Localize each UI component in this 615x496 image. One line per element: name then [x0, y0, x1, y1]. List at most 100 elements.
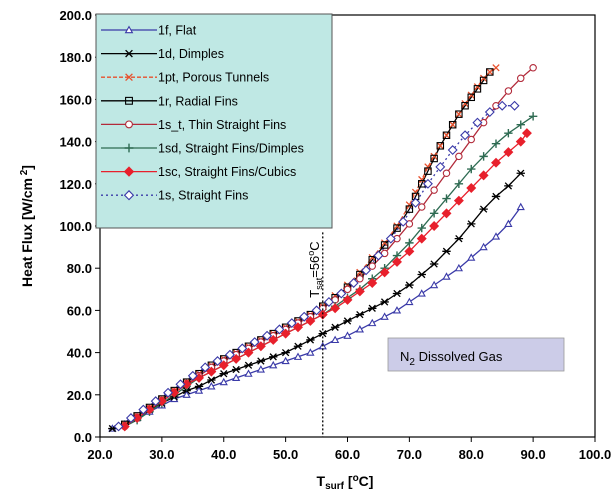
data-point — [380, 241, 389, 249]
ticks: 20.0 30.0 40.0 50.0 60.0 70.0 80.0 90.0 100.0 0.0… — [59, 8, 611, 462]
data-point — [491, 192, 501, 201]
y-tick-label: 180.0 — [59, 50, 92, 65]
data-point — [484, 107, 495, 118]
data-point — [125, 413, 136, 423]
data-point — [455, 110, 463, 118]
data-point — [455, 152, 463, 161]
data-point — [442, 169, 451, 178]
data-point — [113, 421, 124, 432]
data-point — [417, 270, 426, 279]
y-title-sup: 2 — [19, 169, 30, 178]
data-point — [150, 396, 161, 407]
data-point — [380, 298, 389, 306]
data-point — [379, 267, 390, 278]
data-point — [194, 386, 204, 394]
legend-marker — [123, 190, 135, 201]
data-point — [219, 377, 228, 386]
data-point — [442, 272, 451, 280]
legend-item: 1s_t, Thin Straight Fins — [101, 118, 286, 132]
data-point — [405, 220, 414, 228]
data-point — [429, 209, 439, 218]
data-point — [207, 376, 216, 384]
data-point — [212, 356, 223, 367]
data-point — [293, 342, 303, 350]
data-point — [461, 99, 469, 108]
data-point — [473, 85, 482, 93]
data-point — [293, 352, 303, 360]
data-point — [231, 353, 242, 364]
data-point — [467, 220, 476, 228]
gas-label-sub: 2 — [409, 357, 415, 368]
data-point — [249, 337, 260, 348]
x-title-unit: C] — [359, 473, 374, 489]
data-point — [429, 260, 439, 268]
data-point — [454, 179, 464, 188]
data-point — [286, 318, 297, 329]
data-point — [479, 76, 488, 85]
data-point — [224, 349, 235, 360]
data-point — [361, 265, 372, 276]
legend-label: 1d, Dimples — [158, 47, 224, 61]
data-point — [411, 188, 420, 196]
data-point — [244, 369, 253, 377]
y-tick-label: 60.0 — [67, 303, 92, 318]
data-point — [435, 161, 446, 172]
data-point — [343, 331, 352, 339]
legend-marker — [125, 96, 133, 105]
data-point — [293, 322, 303, 333]
data-point — [280, 328, 291, 339]
y-title-close: ] — [19, 165, 35, 170]
data-point — [380, 312, 389, 320]
legend-label: 1s_t, Thin Straight Fins — [158, 118, 286, 132]
data-point — [497, 100, 508, 111]
data-point — [218, 360, 229, 371]
x-title-main: T — [317, 473, 326, 489]
data-point — [479, 205, 488, 213]
data-point — [330, 323, 340, 331]
data-point — [486, 68, 494, 76]
data-point — [515, 136, 526, 147]
data-point — [436, 142, 445, 150]
data-point — [442, 131, 451, 139]
data-point — [405, 297, 414, 306]
x-tick-label: 80.0 — [459, 447, 484, 462]
data-point — [368, 318, 377, 327]
legend-items: 1f, Flat 1d, Dimples 1pt, Porous Tunnels 1r… — [101, 24, 304, 203]
series-line-6 — [124, 132, 528, 427]
data-point — [504, 219, 513, 227]
data-point — [467, 91, 475, 99]
data-point — [306, 348, 315, 356]
data-point — [479, 242, 488, 251]
legend-item: 1pt, Porous Tunnels — [101, 71, 269, 85]
data-point — [348, 277, 359, 288]
data-point — [323, 296, 334, 307]
data-point — [385, 233, 396, 244]
data-point — [454, 235, 464, 243]
data-point — [455, 110, 463, 118]
legend-label: 1r, Radial Fins — [158, 94, 238, 108]
data-point — [467, 93, 475, 102]
data-point — [467, 164, 476, 174]
data-point — [436, 142, 444, 150]
series-line-1 — [112, 172, 522, 430]
data-point — [368, 262, 376, 270]
tsat-label-sup: o — [306, 251, 316, 256]
gas-label-main: N — [400, 349, 409, 364]
y-tick-label: 200.0 — [59, 8, 92, 23]
data-point — [479, 74, 488, 82]
data-point — [442, 247, 451, 255]
x-tick-label: 30.0 — [149, 447, 174, 462]
x-tick-label: 70.0 — [397, 447, 422, 462]
y-title-main: Heat Flux [W/cm — [19, 178, 35, 287]
data-point — [516, 169, 525, 177]
tsat-label-rest: =56 — [307, 256, 322, 278]
data-point — [138, 404, 149, 415]
data-point — [503, 147, 514, 158]
y-tick-label: 20.0 — [67, 388, 92, 403]
data-point — [163, 387, 174, 398]
data-point — [256, 357, 266, 365]
y-tick-label: 120.0 — [59, 177, 92, 192]
data-point — [393, 222, 401, 230]
data-point — [187, 370, 198, 381]
legend-item: 1f, Flat — [101, 24, 197, 38]
